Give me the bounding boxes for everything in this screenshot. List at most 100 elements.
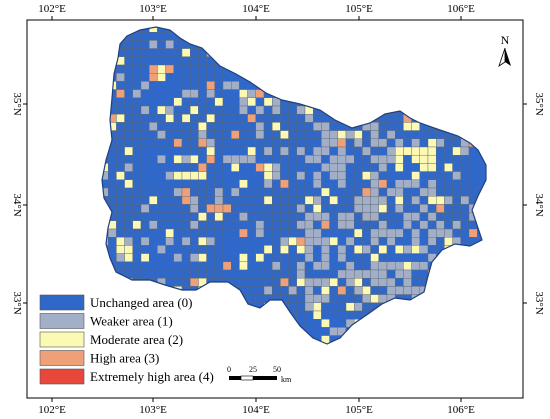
grid-cell [198, 64, 207, 74]
grid-cell [460, 195, 470, 205]
grid-cell [148, 171, 158, 181]
grid-cell [140, 48, 150, 57]
grid-cell [272, 269, 281, 279]
grid-cell [181, 138, 191, 148]
grid-cell [329, 319, 339, 328]
grid-cell [403, 130, 412, 140]
grid-cell [436, 138, 445, 148]
grid-cell [255, 228, 265, 238]
grid-cell [354, 138, 363, 148]
grid-cell [337, 228, 347, 238]
grid-cell [288, 261, 298, 271]
grid-cell [329, 171, 339, 181]
grid-cell [239, 113, 248, 123]
grid-cell [206, 72, 216, 82]
grid-cell [132, 187, 142, 197]
grid-cell [148, 228, 158, 238]
grid-cell [321, 253, 330, 263]
grid-cell [329, 122, 339, 131]
lat-tick-right: 35°N [533, 92, 545, 115]
grid-cell [452, 154, 462, 164]
grid-cell [468, 179, 478, 189]
grid-cell [140, 245, 150, 254]
grid-cell [116, 245, 125, 254]
grid-cell [157, 105, 166, 115]
grid-cell [214, 195, 224, 205]
grid-cell [239, 146, 248, 156]
grid-cell [304, 253, 314, 263]
grid-cell [165, 138, 175, 148]
grid-cell [222, 130, 232, 140]
grid-cell [214, 220, 224, 230]
grid-cell [206, 146, 216, 156]
grid-cell [124, 245, 133, 254]
grid-cell [337, 212, 347, 222]
grid-cell [247, 187, 257, 197]
grid-cell [189, 212, 199, 222]
grid-cell [378, 122, 388, 131]
grid-cell [460, 220, 470, 230]
grid-cell [198, 81, 207, 90]
grid-cell [296, 105, 306, 115]
grid-cell [395, 113, 404, 123]
grid-cell [230, 171, 240, 181]
grid-cell [386, 220, 396, 230]
grid-cell [337, 171, 347, 181]
grid-cell [132, 212, 142, 222]
grid-cell [206, 154, 216, 164]
grid-cell [288, 228, 298, 238]
grid-cell [444, 195, 453, 205]
grid-cell [329, 187, 339, 197]
grid-cell [329, 302, 339, 312]
grid-cell [403, 146, 412, 156]
grid-cell [452, 220, 462, 230]
grid-cell [452, 146, 462, 156]
grid-cell [304, 204, 314, 213]
grid-cell [304, 319, 314, 328]
grid-cell [214, 236, 224, 246]
grid-cell [280, 253, 289, 263]
grid-cell [272, 195, 281, 205]
grid-cell [444, 212, 453, 222]
grid-cell [116, 122, 125, 131]
grid-cell [313, 269, 322, 279]
grid-cell [313, 294, 322, 304]
grid-cell [288, 286, 298, 295]
grid-cell [255, 195, 265, 205]
grid-cell [189, 171, 199, 181]
grid-cell [378, 212, 388, 222]
grid-cell [460, 146, 470, 156]
grid-cell [198, 146, 207, 156]
grid-cell [148, 122, 158, 131]
grid-cell [140, 212, 150, 222]
grid-cell [460, 154, 470, 164]
grid-cell [395, 163, 404, 172]
grid-cell [354, 253, 363, 263]
grid-cell [140, 72, 150, 82]
grid-cell [165, 40, 175, 49]
grid-cell [230, 105, 240, 115]
grid-cell [419, 187, 429, 197]
grid-cell [116, 228, 125, 238]
grid-cell [337, 302, 347, 312]
legend-swatch [39, 350, 85, 366]
grid-cell [157, 163, 166, 172]
grid-cell [157, 212, 166, 222]
grid-cell [247, 253, 257, 263]
grid-cell [337, 294, 347, 304]
grid-cell [444, 236, 453, 246]
grid-cell [378, 245, 388, 254]
grid-cell [329, 146, 339, 156]
grid-cell [198, 253, 207, 263]
grid-cell [370, 154, 380, 164]
grid-cell [157, 48, 166, 57]
grid-cell [370, 187, 380, 197]
grid-cell [296, 245, 306, 254]
grid-cell [378, 138, 388, 148]
grid-cell [280, 269, 289, 279]
grid-cell [337, 220, 347, 230]
grid-cell [296, 236, 306, 246]
grid-cell [222, 261, 232, 271]
lon-tick-bottom: 104°E [242, 404, 270, 416]
grid-cell [403, 154, 412, 164]
